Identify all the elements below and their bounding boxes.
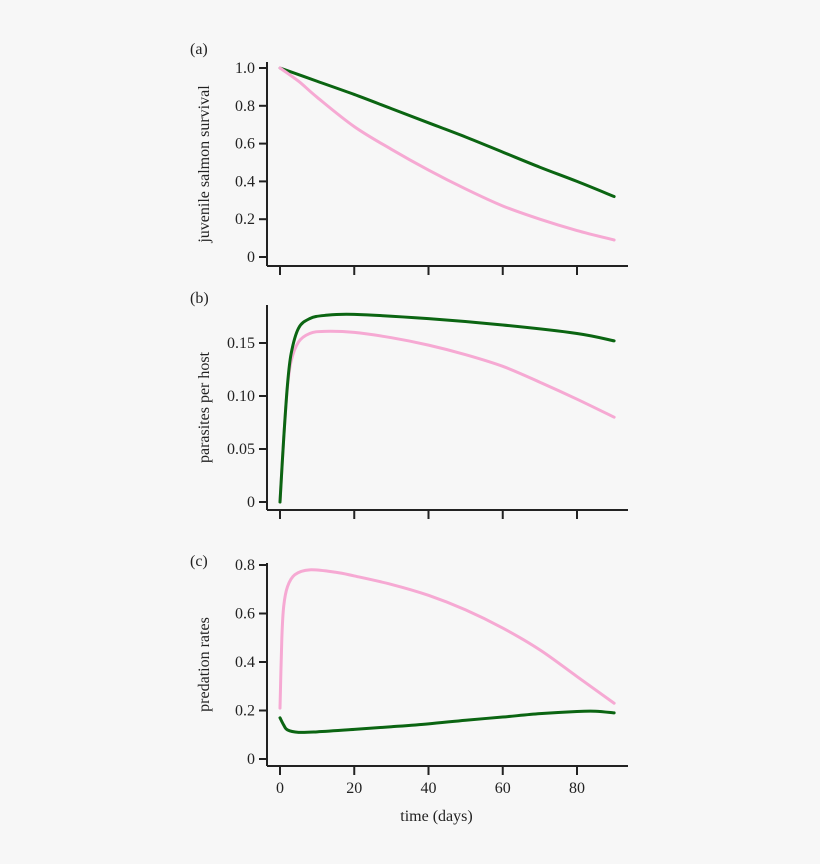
y-axis-label: parasites per host (196, 351, 213, 463)
y-tick-label: 0 (247, 494, 255, 511)
x-tick-label: 20 (346, 780, 362, 797)
series-line-pink (278, 568, 616, 710)
x-tick-label: 60 (495, 780, 511, 797)
y-tick-label: 0 (247, 751, 255, 768)
y-tick-label: 0.8 (235, 557, 255, 574)
y-tick-label: 0.05 (227, 441, 255, 458)
panel-a: (a) 0 0.2 0.4 0.6 0.8 1.0 juvenile salmon survi… (190, 41, 628, 275)
y-axis-label: predation rates (196, 617, 213, 712)
series-line-green (278, 66, 616, 199)
panel-label: (a) (190, 41, 208, 58)
y-tick-label: 0.10 (227, 388, 255, 405)
panel-b: (b) 0 0.05 0.10 0.15 parasites per host (190, 290, 628, 519)
x-tick-label: 40 (421, 780, 437, 797)
y-tick-label: 0.2 (235, 703, 255, 720)
y-tick-label: 0.6 (235, 136, 255, 153)
x-tick-label: 0 (276, 780, 284, 797)
series-line-pink (278, 66, 616, 242)
panel-c: (c) 0 0.2 0.4 0.6 0.8 0 20 40 60 80 predation rates… (190, 553, 628, 825)
y-tick-label: 0.4 (235, 173, 255, 190)
y-tick-label: 0.2 (235, 211, 255, 228)
y-axis-label: juvenile salmon survival (196, 85, 213, 244)
series-line-pink (278, 329, 616, 504)
x-tick-label: 80 (569, 780, 585, 797)
panel-label: (c) (190, 553, 208, 570)
y-tick-label: 0.4 (235, 654, 255, 671)
y-tick-label: 0.8 (235, 98, 255, 115)
y-tick-label: 0.6 (235, 606, 255, 623)
series-line-green (278, 709, 616, 734)
y-tick-label: 0 (247, 249, 255, 266)
panel-label: (b) (190, 290, 209, 307)
series-line-green (278, 312, 616, 504)
y-tick-label: 0.15 (227, 335, 255, 352)
x-axis-label: time (days) (400, 808, 472, 825)
y-tick-label: 1.0 (235, 60, 255, 77)
